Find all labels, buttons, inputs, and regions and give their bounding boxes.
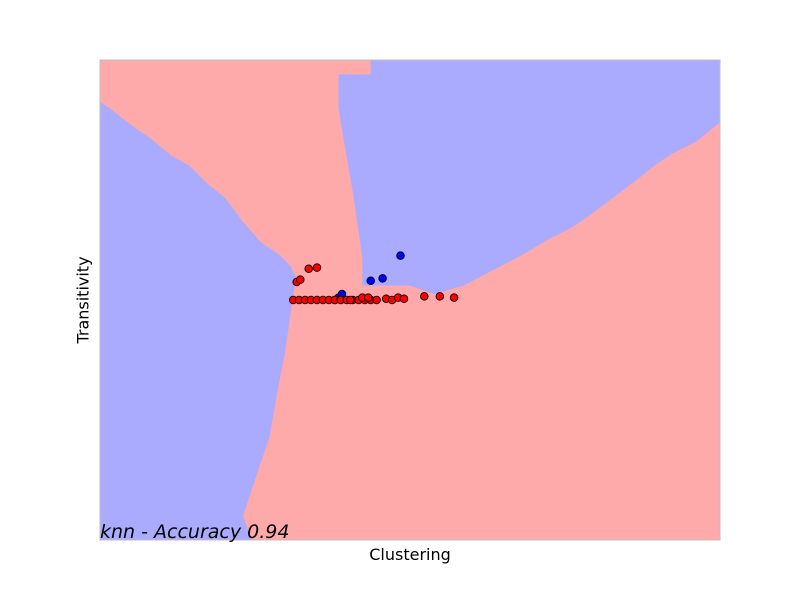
data-point-red-4 [312,263,322,272]
data-point-red-2 [296,275,305,284]
data-point-red-22 [364,293,373,302]
data-point-red-19 [372,295,381,305]
data-point-blue-4 [378,274,387,283]
data-point-red-3 [304,264,313,274]
data-point-blue-3 [366,276,375,286]
data-point-blue-5 [396,251,405,260]
accuracy-annotation: knn - Accuracy 0.94 [100,521,290,543]
plot-frame [99,59,721,541]
x-axis-label: Clustering [369,545,451,564]
data-point-red-20 [346,295,355,305]
y-axis-label: Transitivity [73,256,93,344]
decision-regions [100,60,720,540]
decision-region-blue-1 [100,102,297,540]
decision-region-blue-2 [338,60,720,294]
data-point-red-26 [399,294,409,304]
data-points [288,251,459,305]
data-point-red-28 [435,292,445,301]
plot-area [99,59,721,541]
data-point-red-29 [449,293,459,302]
data-point-red-27 [420,292,429,301]
